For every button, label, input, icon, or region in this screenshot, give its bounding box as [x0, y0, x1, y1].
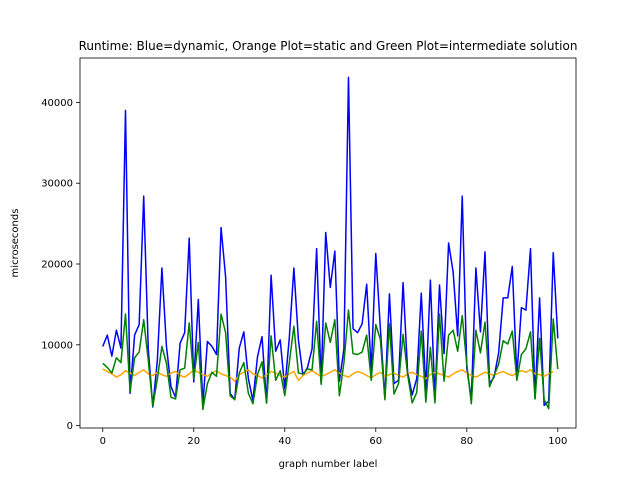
x-tick-label: 60 [369, 436, 382, 447]
y-axis-ticks: 0 10000 20000 30000 40000 [41, 98, 80, 432]
x-tick-label: 80 [460, 436, 473, 447]
chart-title: Runtime: Blue=dynamic, Orange Plot=stati… [79, 39, 578, 53]
x-tick-label: 40 [278, 436, 291, 447]
x-tick-label: 100 [548, 436, 567, 447]
x-axis-ticks: 0 20 40 60 80 100 [100, 428, 567, 447]
y-tick-label: 10000 [41, 340, 73, 351]
series-line-2 [102, 309, 559, 411]
y-tick-label: 30000 [41, 179, 73, 190]
series-line-1 [102, 368, 554, 382]
x-axis-label: graph number label [279, 459, 378, 470]
y-tick-label: 20000 [41, 260, 73, 271]
y-tick-label: 0 [67, 421, 73, 432]
x-tick-label: 0 [100, 436, 106, 447]
y-tick-label: 40000 [41, 98, 73, 109]
plot-frame [79, 57, 577, 429]
series-line-0 [102, 76, 559, 408]
x-tick-label: 20 [187, 436, 200, 447]
y-axis-label: microseconds [10, 209, 21, 278]
plot-lines [102, 76, 559, 411]
